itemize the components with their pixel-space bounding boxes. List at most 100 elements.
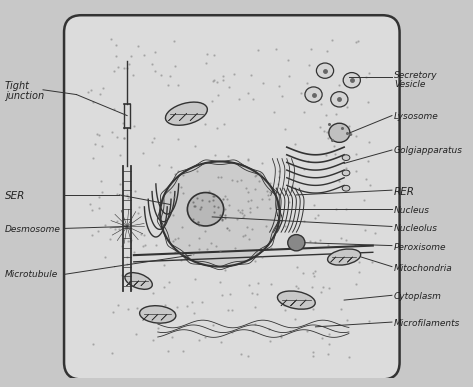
Text: Nucleolus: Nucleolus [394, 224, 438, 233]
Point [232, 186, 240, 192]
Point [307, 46, 315, 52]
Point [317, 289, 324, 295]
Ellipse shape [160, 161, 280, 267]
Point [229, 222, 237, 228]
Point [219, 72, 227, 79]
Point [159, 215, 166, 221]
Point [259, 79, 266, 86]
Point [360, 197, 368, 203]
Point [165, 278, 173, 284]
Point [252, 171, 260, 178]
Point [221, 215, 228, 221]
Point [219, 216, 226, 222]
Point [352, 281, 359, 288]
Point [265, 326, 273, 332]
Point [265, 196, 272, 202]
Point [237, 177, 245, 183]
Point [215, 92, 222, 98]
Point [266, 189, 273, 195]
Point [293, 264, 300, 270]
Ellipse shape [125, 272, 152, 289]
Point [266, 338, 274, 344]
Point [335, 178, 343, 184]
Point [216, 248, 223, 254]
Point [364, 99, 372, 105]
Point [191, 258, 198, 264]
Point [252, 186, 259, 192]
Point [166, 115, 174, 122]
Point [275, 83, 283, 89]
Point [201, 121, 209, 127]
Point [215, 196, 223, 202]
Point [179, 348, 186, 354]
Point [155, 325, 162, 331]
Point [127, 237, 135, 243]
Point [263, 223, 270, 229]
Point [324, 135, 332, 142]
Point [324, 129, 331, 135]
Point [328, 36, 336, 43]
Point [178, 224, 186, 230]
Point [149, 61, 156, 67]
Point [217, 339, 225, 345]
Point [342, 165, 350, 171]
Point [111, 226, 119, 232]
Point [355, 259, 363, 265]
Point [177, 250, 185, 257]
Point [190, 310, 198, 316]
Point [234, 216, 241, 223]
Point [228, 329, 236, 335]
Point [207, 216, 215, 223]
Point [127, 53, 135, 59]
Point [198, 197, 206, 203]
Point [294, 285, 302, 291]
Point [315, 212, 322, 218]
Point [347, 131, 355, 137]
Point [300, 109, 307, 115]
Point [287, 291, 294, 297]
Point [171, 236, 178, 242]
Point [331, 143, 338, 149]
Point [151, 68, 159, 74]
Point [226, 227, 233, 233]
Point [226, 291, 234, 297]
Point [149, 139, 156, 145]
Point [198, 204, 205, 210]
Point [345, 123, 353, 129]
Point [173, 304, 180, 310]
Ellipse shape [278, 291, 315, 309]
Point [254, 291, 261, 297]
Point [140, 150, 147, 156]
Point [207, 240, 214, 247]
Point [88, 207, 96, 213]
Point [267, 245, 275, 251]
Point [123, 261, 131, 267]
Point [124, 238, 132, 245]
Point [244, 156, 252, 162]
Point [253, 204, 261, 210]
Point [364, 158, 371, 164]
Point [216, 279, 224, 285]
Point [363, 176, 370, 182]
Point [325, 285, 333, 291]
Point [177, 184, 184, 190]
Ellipse shape [342, 155, 350, 161]
Point [191, 186, 199, 192]
Point [234, 223, 241, 229]
Point [251, 321, 259, 327]
Point [160, 262, 167, 268]
Point [333, 206, 340, 212]
Point [225, 84, 233, 90]
Point [232, 245, 239, 251]
Point [264, 192, 272, 199]
Point [150, 303, 158, 309]
Point [247, 197, 254, 203]
Point [203, 236, 211, 242]
Point [216, 212, 223, 218]
Point [184, 303, 191, 309]
Point [97, 178, 105, 184]
Point [210, 78, 217, 84]
Point [256, 239, 263, 245]
Point [114, 302, 122, 308]
Point [343, 317, 351, 324]
